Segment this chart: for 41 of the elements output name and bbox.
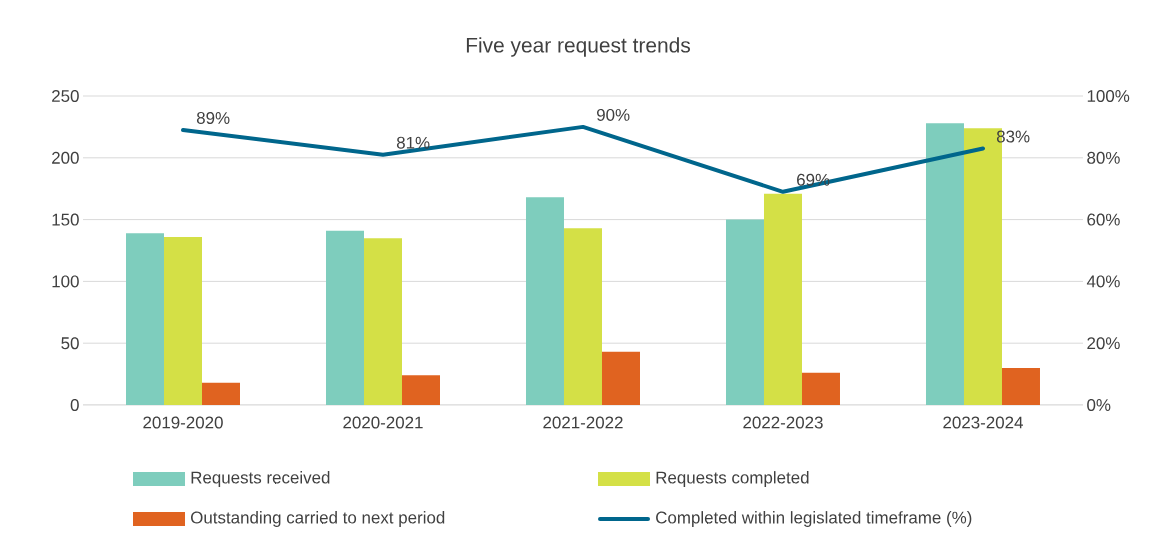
- x-tick-label: 2021-2022: [543, 416, 623, 429]
- data-label: 81%: [396, 136, 430, 149]
- bar: [525, 197, 564, 405]
- bar: [326, 230, 364, 405]
- bar: [801, 372, 840, 405]
- line-series: [181, 124, 985, 194]
- y2-tick-label: 20%: [1087, 337, 1120, 350]
- bar: [202, 382, 240, 405]
- bar: [402, 375, 440, 405]
- x-tick-label: 2022-2023: [743, 416, 823, 429]
- bar: [126, 233, 164, 405]
- legend-label: Completed within legislated timeframe (%): [656, 511, 972, 527]
- y-tick-label: 250: [52, 90, 79, 102]
- y2-tick-label: 40%: [1086, 275, 1120, 288]
- legend-label: Outstanding carried to next period: [191, 511, 445, 527]
- x-tick-label: 2019-2020: [143, 416, 223, 429]
- y-tick-label: 50: [61, 337, 79, 350]
- y2-tick-label: 100%: [1087, 90, 1130, 102]
- y2-tick-label: 60%: [1087, 213, 1120, 226]
- bar: [763, 193, 802, 405]
- legend-label: Requests completed: [656, 471, 809, 487]
- data-label: 89%: [196, 111, 230, 124]
- x-tick-label: 2020-2021: [343, 416, 423, 429]
- y-tick-label: 100: [52, 275, 79, 288]
- bar: [725, 219, 764, 405]
- x-tick-label: 2023-2024: [943, 416, 1023, 429]
- y-tick-label: 150: [52, 213, 79, 226]
- bar: [925, 123, 964, 405]
- legend-label: Requests received: [191, 471, 330, 487]
- y-tick-label: 0: [70, 399, 79, 411]
- y2-tick-label: 0%: [1087, 399, 1111, 411]
- data-label: 90%: [596, 108, 630, 121]
- bar: [364, 238, 402, 405]
- chart-title: Five year request trends: [466, 37, 691, 57]
- y-tick-label: 200: [52, 151, 79, 164]
- bar: [1001, 367, 1040, 405]
- bar: [602, 351, 640, 405]
- data-label: 69%: [797, 173, 830, 186]
- bar: [563, 228, 602, 405]
- y2-tick-label: 80%: [1087, 151, 1120, 164]
- bar: [164, 236, 202, 405]
